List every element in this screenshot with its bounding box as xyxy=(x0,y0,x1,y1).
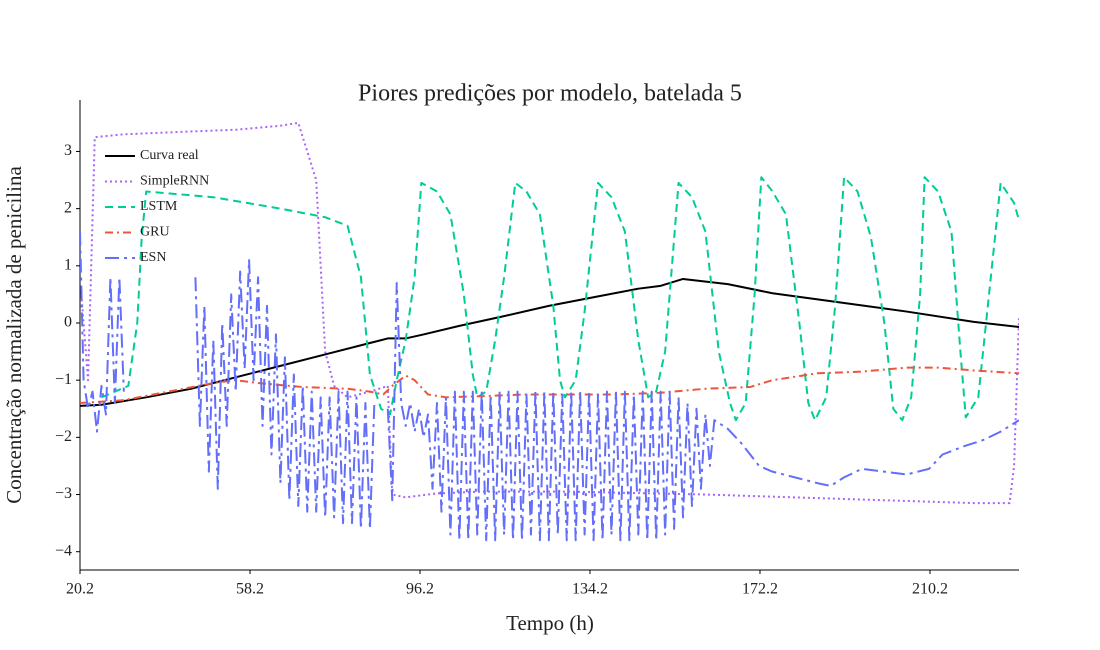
plot-area xyxy=(80,121,1019,542)
legend-label: Curva real xyxy=(140,148,199,163)
x-tick-label: 210.2 xyxy=(912,581,948,598)
x-tick-label: 172.2 xyxy=(742,581,778,598)
legend-label: GRU xyxy=(140,225,170,240)
y-tick-label: −4 xyxy=(55,542,72,559)
series-line xyxy=(80,366,1019,405)
chart-title: Piores predições por modelo, batelada 5 xyxy=(358,81,742,107)
y-tick-label: 1 xyxy=(64,256,72,273)
series-line xyxy=(80,121,1019,505)
y-tick-label: 0 xyxy=(64,314,72,331)
series-line xyxy=(101,176,1019,422)
legend-label: SimpleRNN xyxy=(140,174,209,189)
x-tick-label: 58.2 xyxy=(236,581,264,598)
series-line xyxy=(80,231,1019,542)
x-tick-label: 134.2 xyxy=(572,581,608,598)
y-tick-label: −1 xyxy=(55,371,72,388)
y-tick-label: −3 xyxy=(55,485,72,502)
y-tick-label: 2 xyxy=(64,199,72,216)
x-tick-label: 20.2 xyxy=(66,581,94,598)
y-tick-label: −2 xyxy=(55,428,72,445)
legend-label: LSTM xyxy=(140,199,178,214)
y-axis-label: Concentração normalizada de penicilina xyxy=(2,166,26,504)
legend-label: ESN xyxy=(140,250,166,265)
x-axis-label: Tempo (h) xyxy=(506,611,594,635)
x-tick-label: 96.2 xyxy=(406,581,434,598)
y-tick-label: 3 xyxy=(64,142,72,159)
